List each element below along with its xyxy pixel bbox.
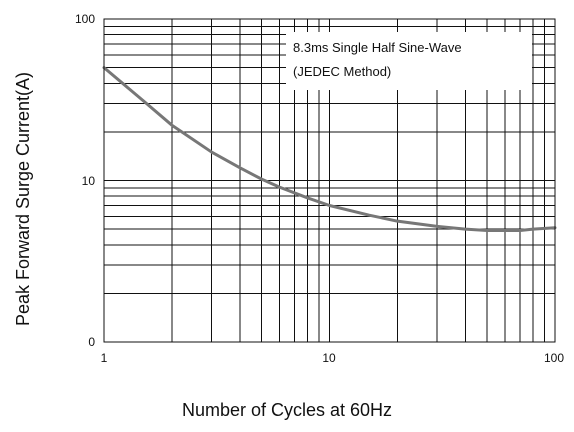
- y-tick-label-100: 100: [75, 12, 95, 26]
- annotation-line-1: 8.3ms Single Half Sine-Wave: [293, 40, 462, 55]
- annotation-box: [286, 32, 532, 90]
- y-tick-label-10: 10: [82, 174, 96, 188]
- x-tick-label-100: 100: [544, 351, 564, 365]
- x-tick-label-10: 10: [322, 351, 336, 365]
- series-line-1: [102, 66, 557, 233]
- y-axis-title: Peak Forward Surge Current(A): [13, 72, 33, 326]
- chart-series-layer: [102, 66, 557, 233]
- annotation-line-2: (JEDEC Method): [293, 64, 391, 79]
- x-tick-label-1: 1: [101, 351, 108, 365]
- y-tick-label-1: 0: [88, 335, 95, 349]
- x-axis-title: Number of Cycles at 60Hz: [182, 400, 392, 420]
- plot-frame: [103, 18, 556, 343]
